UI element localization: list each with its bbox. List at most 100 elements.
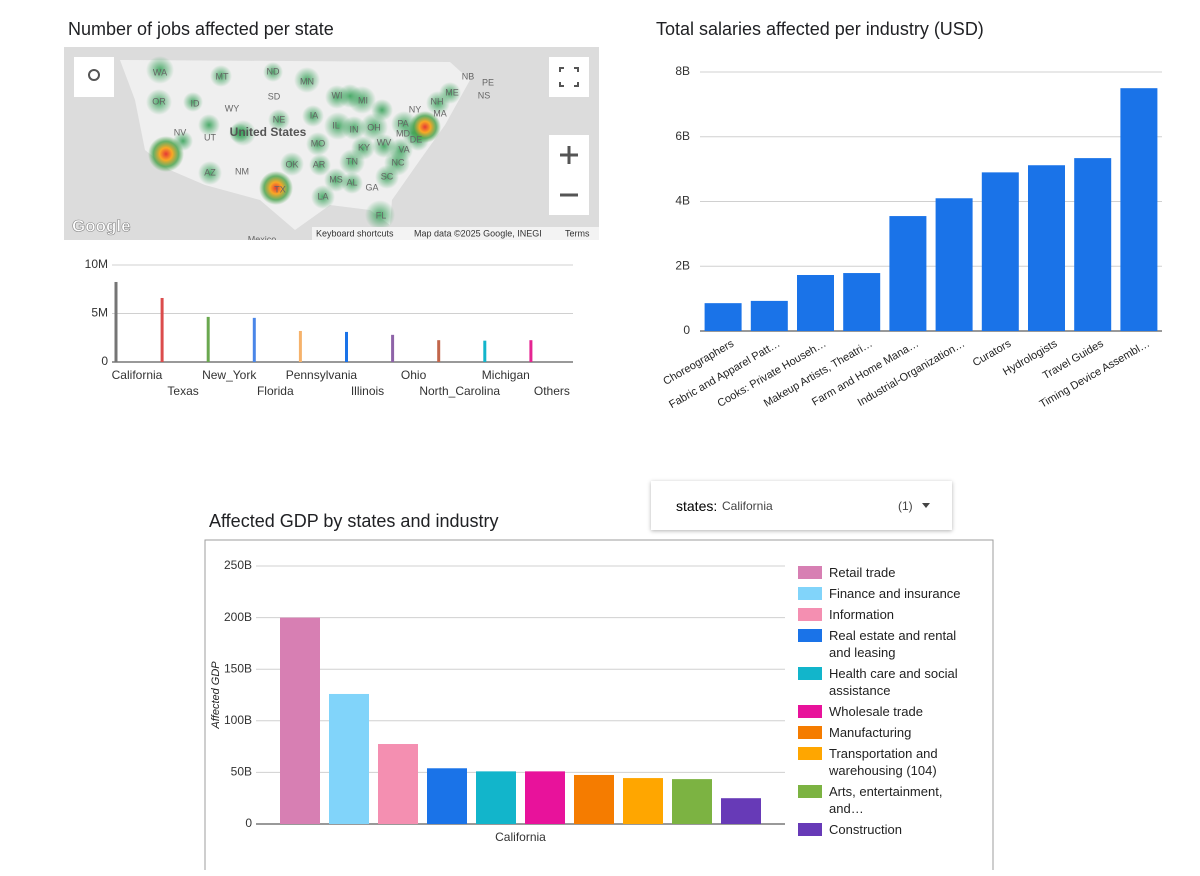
legend-item[interactable]: Wholesale trade: [798, 703, 978, 720]
filter-label: states:: [676, 498, 718, 514]
heat-spot: [263, 62, 283, 82]
bar: [525, 771, 565, 824]
map[interactable]: WA MT ND MN NB PE ME NS OR ID SD WI MI NY NH WY IA MA NV UT…: [64, 47, 599, 244]
zoom-icons: [560, 146, 578, 197]
heat-spot: [341, 172, 363, 194]
bar: [252, 317, 256, 362]
legend-label: Transportation and warehousing (104): [829, 746, 938, 778]
map-label: NS: [478, 90, 491, 100]
legend-swatch: [798, 667, 822, 680]
chart-title: Total salaries affected per industry (US…: [656, 19, 984, 39]
legend-swatch: [798, 587, 822, 600]
legend-label: Health care and social assistance: [829, 666, 958, 698]
map-label: IA: [310, 110, 319, 120]
map-label: WI: [332, 90, 343, 100]
legend-swatch: [798, 747, 822, 760]
heat-hotspot: [259, 171, 293, 205]
legend-item[interactable]: Manufacturing: [798, 724, 978, 741]
y-axis-label: Affected GDP: [210, 661, 222, 730]
bar: [483, 340, 487, 362]
map-label: ID: [191, 98, 201, 108]
heat-spot: [210, 65, 232, 87]
bar: [391, 334, 395, 362]
legend-item[interactable]: Information: [798, 606, 978, 623]
legend-swatch: [798, 566, 822, 579]
attribution-bar: [312, 227, 599, 240]
legend-swatch: [798, 608, 822, 621]
legend-item[interactable]: Arts, entertainment, and…: [798, 783, 978, 817]
bar: [1074, 158, 1112, 331]
y-tick-label: 0: [245, 816, 252, 830]
map-label: NY: [409, 104, 422, 114]
bar: [1028, 165, 1065, 331]
legend-label: Arts, entertainment, and…: [829, 784, 943, 816]
map-label: AL: [346, 177, 357, 187]
legend-swatch: [798, 785, 822, 798]
filter-control[interactable]: states: California (1): [651, 481, 952, 530]
map-label: OK: [285, 159, 298, 169]
y-tick-label: 5M: [91, 306, 108, 320]
legend-swatch: [798, 823, 822, 836]
map-label: DE: [410, 134, 423, 144]
y-tick-label: 200B: [224, 610, 252, 624]
bar: [345, 331, 348, 362]
chart-title: Affected GDP by states and industry: [209, 511, 499, 531]
map-label: ME: [445, 87, 459, 97]
fullscreen-button[interactable]: [549, 57, 589, 97]
x-tick-label: Texas: [167, 384, 198, 398]
legend-item[interactable]: Retail trade: [798, 564, 978, 581]
bar: [981, 172, 1019, 331]
map-label: NH: [431, 96, 444, 106]
legend-swatch: [798, 726, 822, 739]
filter-count: (1): [898, 499, 913, 513]
x-tick-label: New_York: [202, 368, 257, 382]
y-tick-label: 0: [101, 354, 108, 368]
y-tick-label: 50B: [231, 765, 252, 779]
map-label: IL: [332, 120, 340, 130]
bar: [378, 744, 418, 824]
heat-spot: [342, 116, 366, 140]
map-label: MN: [300, 76, 314, 86]
map-label: OH: [367, 122, 381, 132]
bar: [298, 330, 302, 362]
y-tick-label: 150B: [224, 661, 252, 675]
map-label: NV: [174, 127, 187, 137]
legend-label: Retail trade: [829, 565, 896, 580]
legend: Retail trade Finance and insurance Informa…: [798, 564, 978, 838]
locate-button[interactable]: [74, 57, 114, 97]
legend-item[interactable]: Construction: [798, 821, 978, 838]
y-tick-label: 10M: [85, 257, 108, 271]
bar: [574, 774, 614, 824]
bar: [529, 340, 533, 362]
bar: [206, 316, 210, 362]
bar: [935, 198, 973, 331]
map-label: ND: [267, 66, 280, 76]
map-label: OR: [152, 96, 166, 106]
map-label: MI: [358, 95, 368, 105]
legend-item[interactable]: Real estate and rental and leasing: [798, 627, 978, 661]
map-attribution: Terms: [565, 228, 590, 238]
map-label: United States: [230, 125, 307, 139]
heat-spot: [309, 154, 331, 176]
map-label: TX: [274, 184, 286, 194]
map-label: GA: [365, 182, 378, 192]
heat-spot: [198, 161, 222, 185]
y-tick-label: 4B: [675, 194, 690, 208]
bar: [672, 779, 712, 824]
heat-spot: [371, 99, 393, 121]
bar: [160, 297, 164, 362]
map-attribution: Keyboard shortcuts: [316, 228, 394, 238]
legend-item[interactable]: Transportation and warehousing (104): [798, 745, 978, 779]
bar: [843, 273, 881, 331]
legend-item[interactable]: Finance and insurance: [798, 585, 978, 602]
map-label: WY: [225, 103, 240, 113]
legend-label: Wholesale trade: [829, 704, 923, 719]
heat-spot: [294, 67, 320, 93]
legend-label: Manufacturing: [829, 725, 912, 740]
chart-frame: [204, 539, 994, 870]
map-label: AZ: [204, 167, 216, 177]
heat-spot: [146, 56, 174, 84]
legend-item[interactable]: Health care and social assistance: [798, 665, 978, 699]
y-tick-label: 2B: [675, 258, 690, 272]
map-label: MD: [396, 128, 410, 138]
